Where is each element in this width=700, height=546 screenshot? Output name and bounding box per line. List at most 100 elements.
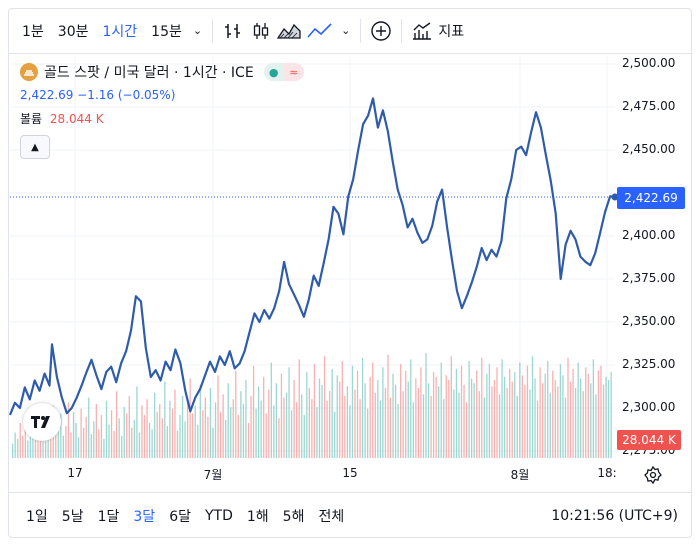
market-open-icon: ● [263,63,284,81]
volume-bar [435,376,437,458]
range-6m[interactable]: 6달 [169,508,191,525]
volume-bar [245,380,247,458]
volume-bar [34,437,37,458]
line-icon[interactable] [303,17,337,45]
volume-bar [514,372,516,458]
volume-bar [547,360,549,458]
volume-bar [336,375,338,458]
tradingview-logo-icon[interactable] [23,403,61,441]
volume-bar [496,367,498,458]
range-1y[interactable]: 1해 [246,508,269,525]
volume-bar [62,435,65,458]
volume-bar [364,383,366,458]
volume-bar [184,421,186,458]
last-volume-badge: 28.044 K [617,430,681,450]
volume-bar [410,359,412,458]
volume-bar [313,364,316,458]
volume-bar [397,403,399,458]
volume-bar [501,359,503,458]
volume-bar [270,362,272,458]
volume-bar [562,375,564,458]
volume-bar [260,400,262,458]
volume-bar [602,384,605,458]
range-5d[interactable]: 5날 [61,508,84,525]
volume-bar [192,413,194,458]
y-tick-label: 2,300.00 [622,400,676,414]
volume-bar [169,400,171,458]
volume-bar [440,362,442,458]
volume-bar [83,427,85,458]
volume-bar [85,416,87,458]
volume-bar [415,378,417,458]
symbol-title[interactable]: 골드 스팟 / 미국 달러 · 1시간 · ICE [44,65,254,81]
volume-bar [72,411,75,458]
volume-bar [564,397,567,458]
volume-bar [98,429,100,458]
volume-bar [250,395,252,458]
volume-bar [491,386,493,458]
interval-1min[interactable]: 1분 [22,23,44,40]
volume-bar [159,403,161,458]
volume-bar [374,392,376,458]
chart-type-dropdown-icon[interactable]: ⌄ [341,24,351,37]
volume-bar [569,381,572,458]
volume-bar [580,378,582,458]
volume-bar [95,403,97,458]
settings-gear-icon[interactable] [644,465,662,485]
volume-bar [483,397,485,458]
volume-bar [339,381,341,458]
volume-bar [174,389,176,458]
interval-dropdown-icon[interactable]: ⌄ [192,24,203,37]
volume-bar [422,394,425,458]
volume-bar [524,384,526,458]
volume-bar [50,438,52,458]
candle-icon[interactable] [247,17,275,45]
interval-15min[interactable]: 15분 [151,23,182,40]
volume-bar [70,432,72,458]
toolbar: 1분 30분 1시간 15분 ⌄ ⌄ 지표 [8,8,692,54]
x-tick-label: 18: [597,466,617,480]
volume-bar [503,376,506,458]
volume-bar [331,368,333,458]
volume-bar [438,386,440,458]
volume-bar [600,365,602,458]
volume-bar [235,370,237,458]
volume-bar [240,391,242,458]
volume-bar [384,388,387,458]
volume-bar [559,364,562,458]
interval-1hour[interactable]: 1시간 [102,23,138,40]
interval-30min[interactable]: 30분 [57,23,89,40]
bar-style-icon[interactable] [219,17,247,45]
range-5y[interactable]: 5해 [282,508,305,525]
range-1m[interactable]: 1달 [97,508,120,525]
add-compare-icon[interactable] [367,17,395,45]
volume-bar [27,440,29,458]
indicators-icon[interactable] [408,17,436,45]
volume-bar [237,415,239,458]
range-1d[interactable]: 1일 [26,508,48,525]
timezone-clock[interactable]: 10:21:56 (UTC+9) [551,507,678,524]
volume-bar [463,384,465,458]
range-all[interactable]: 전체 [318,508,345,525]
volume-bar [105,400,108,458]
volume-bar [121,435,123,458]
volume-bar [521,375,524,458]
volume-bar [597,370,600,458]
legend: 골드 스팟 / 미국 달러 · 1시간 · ICE ● ≈ 2,422.69 −… [20,62,304,159]
volume-bar [303,415,305,458]
volume-bar [273,405,275,458]
volume-bar [432,372,435,458]
volume-bar [257,386,260,458]
indicators-button[interactable]: 지표 [438,23,465,40]
collapse-legend-button[interactable]: ▲ [20,135,50,159]
volume-bar [427,383,430,458]
market-status-pill[interactable]: ● ≈ [263,63,304,81]
volume-bar [171,408,174,458]
area-icon[interactable] [275,17,303,45]
range-3m[interactable]: 3달 [133,508,156,525]
range-ytd[interactable]: YTD [204,507,233,524]
volume-bar [232,399,234,458]
volume-bar [113,430,115,458]
volume-bar [176,430,179,458]
